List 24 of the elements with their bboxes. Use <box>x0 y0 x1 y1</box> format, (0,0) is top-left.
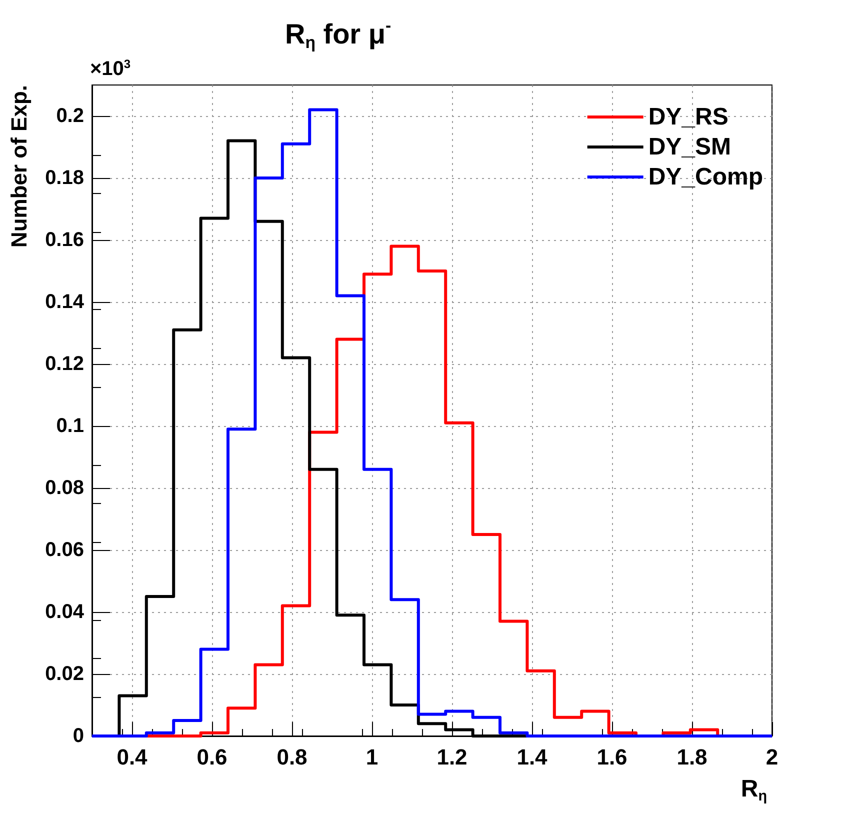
y-tick-label: 0.18 <box>45 167 84 189</box>
legend-label: DY_RS <box>648 104 728 130</box>
y-tick-label: 0.16 <box>45 229 84 251</box>
y-tick-label: 0.02 <box>45 663 84 685</box>
y-tick-label: 0 <box>72 725 84 747</box>
x-tick-label: 0.6 <box>196 744 228 770</box>
y-tick-label: 0.12 <box>45 353 84 375</box>
x-tick-label: 1.4 <box>516 744 548 770</box>
x-tick-label: 1.8 <box>676 744 708 770</box>
y-tick-label: 0.14 <box>45 291 85 313</box>
legend-label: DY_SM <box>648 134 732 160</box>
x-tick-label: 0.8 <box>276 744 308 770</box>
y-tick-label: 0.1 <box>56 415 84 437</box>
legend-label: DY_Comp <box>648 164 764 190</box>
y-tick-label: 0.08 <box>45 477 84 499</box>
y-axis-title: Number of Exp. <box>6 84 32 248</box>
x-tick-label: 1 <box>366 744 378 770</box>
x-tick-label: 0.4 <box>116 744 148 770</box>
x-tick-label: 1.6 <box>596 744 628 770</box>
x-tick-label: 2 <box>766 744 778 770</box>
y-tick-label: 0.2 <box>56 105 84 127</box>
y-tick-label: 0.06 <box>45 539 84 561</box>
x-tick-label: 1.2 <box>436 744 468 770</box>
y-tick-label: 0.04 <box>45 601 85 623</box>
